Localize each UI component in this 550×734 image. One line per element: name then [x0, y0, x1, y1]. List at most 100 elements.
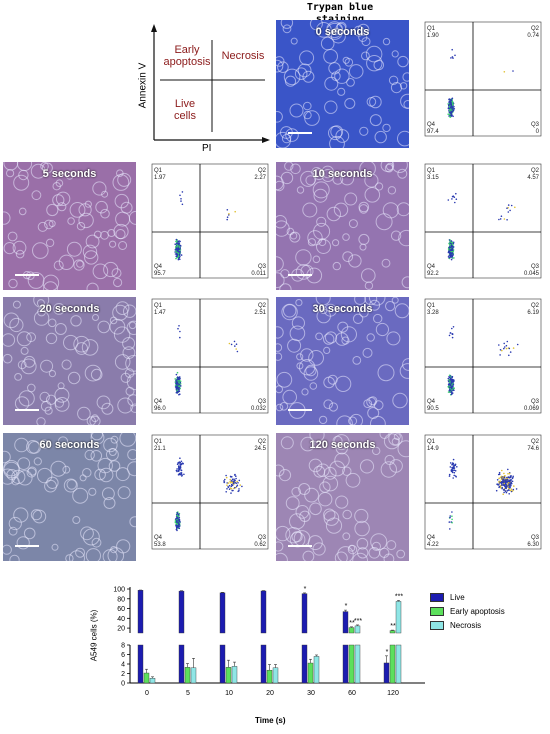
flow-event [450, 240, 453, 242]
flow-event [505, 487, 507, 490]
flow-event [179, 521, 181, 523]
flow-event [499, 486, 502, 489]
flow-event [176, 512, 179, 514]
flow-event [516, 343, 519, 346]
flow-event [451, 327, 453, 330]
legend-necrosis: Necrosis [430, 621, 481, 630]
bar-0-upper [342, 611, 349, 634]
flow-event [178, 393, 180, 396]
bar-0-upper [260, 590, 267, 634]
flow-event [509, 475, 512, 477]
flow-event [235, 348, 237, 350]
flow-frame [151, 298, 269, 414]
flow-event [448, 376, 451, 379]
flow-event [506, 490, 509, 492]
flow-event [226, 488, 228, 490]
micrograph-time-label: 30 seconds [312, 303, 373, 315]
q4-value: 90.5 [427, 406, 439, 412]
bar-1-upper [348, 627, 355, 634]
flow-event [451, 462, 454, 464]
bar-0-lower [383, 662, 390, 684]
legend-early-apoptosis-label: Early apoptosis [450, 607, 505, 616]
flow-event [238, 489, 240, 492]
y-tick-label: 20 [117, 626, 125, 633]
flow-event [174, 381, 177, 383]
flow-event [177, 388, 180, 391]
flow-event [175, 373, 178, 376]
flow-event [180, 200, 182, 202]
flow-event [451, 195, 454, 198]
flow-event [178, 468, 180, 471]
bar-2-lower [149, 678, 156, 684]
flow-event [177, 521, 179, 524]
flow-event [503, 472, 505, 475]
flow-event [450, 391, 453, 394]
micrograph-cells [3, 433, 136, 561]
bar-1-lower [143, 672, 150, 684]
flow-plot-4: Q1 3.28 Q2 6.19 Q3 0.069 Q4 90.5 [411, 297, 544, 425]
flow-event [450, 112, 452, 115]
flow-event [451, 336, 454, 339]
x-tick-label: 0 [145, 690, 149, 697]
flow-event [454, 470, 457, 472]
micrograph-cells [276, 162, 409, 290]
q4-value: 95.7 [154, 271, 166, 277]
bar-0-upper [219, 592, 226, 634]
flow-event [177, 526, 179, 529]
significance-mark: ** [349, 620, 355, 627]
flow-event [449, 256, 451, 259]
bar-0-lower [260, 644, 267, 684]
flow-event [449, 466, 452, 468]
bar-2-upper [395, 601, 402, 634]
flow-event [235, 477, 237, 480]
flow-event [507, 211, 510, 213]
q4-value: 97.4 [427, 129, 439, 135]
q3-label: Q3 [531, 122, 540, 128]
flow-event [495, 489, 498, 492]
flow-event [175, 242, 178, 245]
flow-event [176, 379, 178, 381]
flow-event [454, 464, 457, 467]
flow-event [450, 109, 453, 111]
q1-value: 14.9 [427, 446, 439, 452]
flow-event [179, 457, 181, 459]
flow-event [232, 480, 234, 482]
flow-event [450, 104, 453, 106]
flow-event [452, 107, 454, 109]
q4-value: 4.22 [427, 542, 439, 548]
flow-event [228, 488, 231, 490]
flow-event [452, 241, 455, 244]
flow-event [449, 240, 451, 243]
flow-event [449, 239, 451, 241]
flow-event [451, 376, 453, 378]
flow-event [512, 475, 514, 478]
q1-value: 1.47 [154, 310, 166, 316]
flow-event [506, 477, 508, 480]
flow-event [505, 344, 508, 347]
micrograph-time-label: 5 seconds [42, 168, 97, 180]
q2-label: Q2 [531, 303, 540, 309]
x-tick-label: 60 [348, 690, 356, 697]
flow-event [231, 478, 234, 481]
flow-event [176, 390, 179, 393]
flow-event [506, 340, 509, 343]
flow-event [176, 523, 179, 526]
flow-event [177, 258, 180, 261]
flow-event [449, 110, 451, 112]
q3-value: 0.069 [524, 406, 540, 412]
flow-event [233, 480, 236, 482]
bar-2-upper [354, 625, 361, 634]
flow-event [175, 257, 177, 260]
flow-event [180, 463, 183, 465]
flow-event [450, 248, 453, 251]
flow-event [179, 467, 182, 469]
flow-event [508, 347, 511, 350]
q1-value: 1.90 [427, 33, 439, 39]
flow-event [448, 113, 451, 116]
flow-plot-3: Q1 1.47 Q2 2.51 Q3 0.032 Q4 96.0 [138, 297, 271, 425]
flow-event [181, 474, 183, 476]
flow-event [234, 210, 236, 213]
flow-event [505, 491, 508, 494]
flow-event [179, 258, 181, 261]
flow-event [449, 462, 452, 464]
